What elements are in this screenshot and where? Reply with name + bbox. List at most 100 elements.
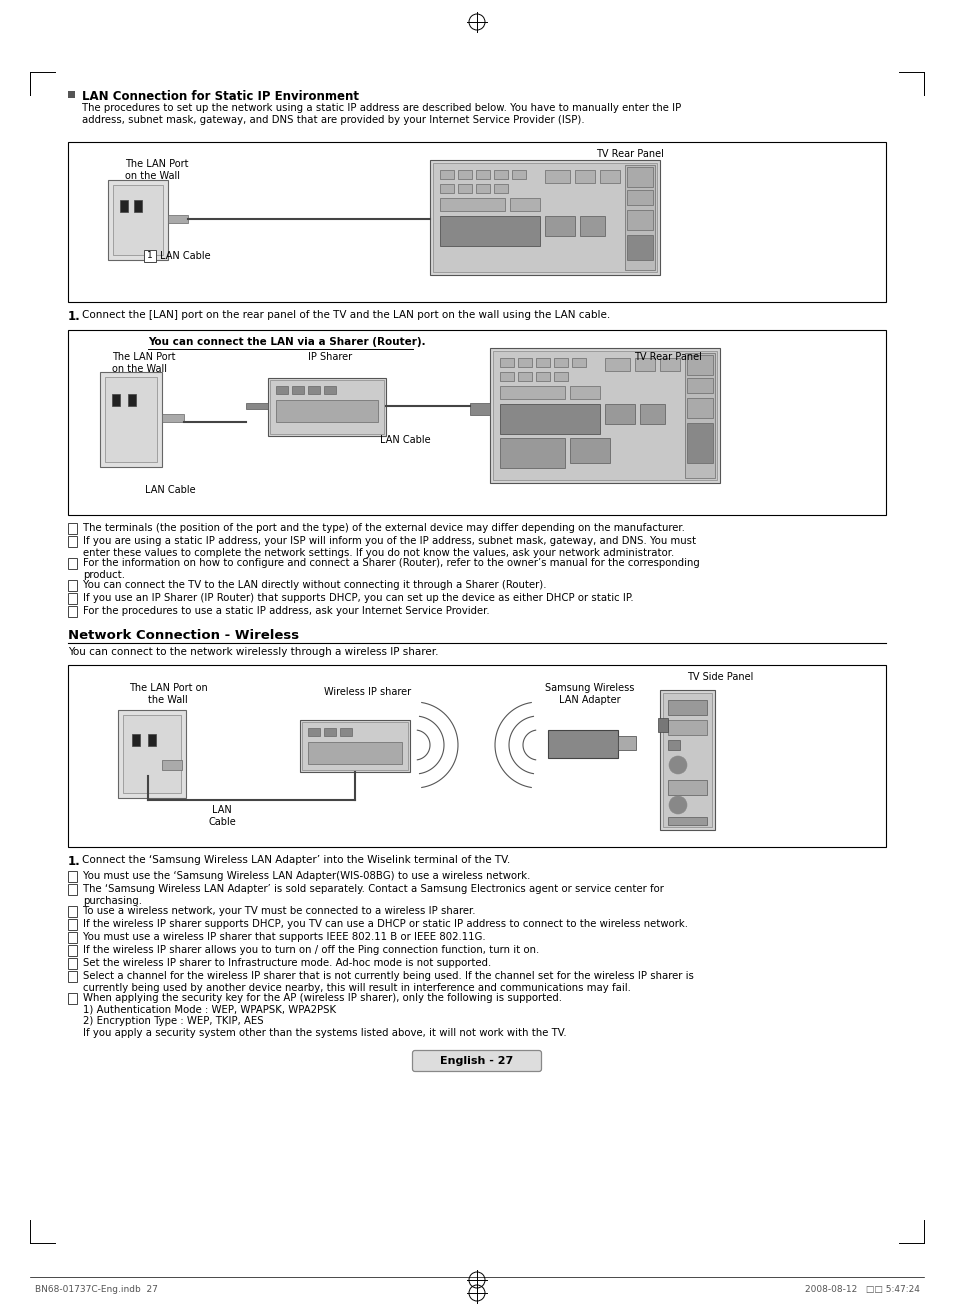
Bar [123,715,181,793]
Text: You can connect the LAN via a Sharer (Router).: You can connect the LAN via a Sharer (Ro… [148,337,425,347]
Bar [128,394,136,406]
Text: To use a wireless network, your TV must be connected to a wireless IP sharer.: To use a wireless network, your TV must … [83,906,475,917]
Bar [68,523,77,534]
Bar [476,184,490,193]
Bar [68,537,77,547]
Bar [499,438,564,468]
Text: 1: 1 [147,251,152,260]
FancyBboxPatch shape [412,1051,541,1072]
Text: The LAN Port
on the Wall: The LAN Port on the Wall [125,159,189,180]
Bar [439,184,454,193]
Bar [112,185,163,255]
Bar [476,170,490,179]
Bar [686,355,712,375]
Bar [494,170,507,179]
Text: Wireless IP sharer: Wireless IP sharer [324,686,411,697]
Bar [499,358,514,367]
Bar [659,690,714,830]
Bar [544,170,569,183]
Bar [302,722,408,771]
Text: LAN Cable: LAN Cable [160,251,211,260]
Bar [499,387,564,398]
Text: For the procedures to use a static IP address, ask your Internet Service Provide: For the procedures to use a static IP ad… [83,606,489,615]
Bar [268,377,386,437]
Bar [510,199,539,210]
Bar [68,970,77,982]
Bar [604,358,629,371]
Bar [132,734,140,746]
Bar [554,358,567,367]
Bar [626,167,652,187]
Bar [324,387,335,394]
Bar [686,423,712,463]
Bar [68,919,77,930]
Bar [626,189,652,205]
Bar [639,404,664,423]
Bar [512,170,525,179]
Text: 1.: 1. [68,855,81,868]
Bar [667,780,706,796]
Circle shape [668,796,686,814]
Bar [162,414,184,422]
Bar [270,380,384,434]
Bar [569,387,599,398]
Bar [68,142,885,302]
Bar [112,394,120,406]
Bar [133,200,142,212]
Text: You must use the ‘Samsung Wireless LAN Adapter(WIS-08BG) to use a wireless netwo: You must use the ‘Samsung Wireless LAN A… [83,871,530,881]
Bar [667,740,679,750]
Bar [684,352,714,477]
Bar [68,558,77,569]
Bar [299,721,410,772]
Circle shape [668,756,686,775]
Text: 2008-08-12   □□ 5:47:24: 2008-08-12 □□ 5:47:24 [804,1285,919,1294]
Bar [659,358,679,371]
Text: LAN Cable: LAN Cable [145,485,195,494]
Text: When applying the security key for the AP (wireless IP sharer), only the followi: When applying the security key for the A… [83,993,566,1038]
Text: LAN Connection for Static IP Environment: LAN Connection for Static IP Environment [82,89,358,103]
Text: Select a channel for the wireless IP sharer that is not currently being used. If: Select a channel for the wireless IP sha… [83,970,693,993]
Text: TV Side Panel: TV Side Panel [686,672,753,682]
Bar [439,170,454,179]
Text: Connect the ‘Samsung Wireless LAN Adapter’ into the Wiselink terminal of the TV.: Connect the ‘Samsung Wireless LAN Adapte… [82,855,510,865]
Bar [494,184,507,193]
Text: The procedures to set up the network using a static IP address are described bel: The procedures to set up the network usi… [82,103,680,125]
Bar [144,250,156,262]
Bar [120,200,128,212]
Text: If you are using a static IP address, your ISP will inform you of the IP address: If you are using a static IP address, yo… [83,537,696,558]
Bar [68,993,77,1003]
Bar [554,372,567,381]
Bar [439,216,539,246]
Bar [579,216,604,235]
Bar [490,348,720,483]
Text: LAN Cable: LAN Cable [379,435,430,444]
Text: Network Connection - Wireless: Network Connection - Wireless [68,629,299,642]
Bar [308,729,319,736]
Bar [168,214,188,224]
Bar [686,377,712,393]
Bar [604,404,635,423]
Text: TV Rear Panel: TV Rear Panel [634,352,701,362]
Bar [572,358,585,367]
Bar [324,729,335,736]
Bar [667,817,706,825]
Text: The terminals (the position of the port and the type) of the external device may: The terminals (the position of the port … [83,523,684,533]
Bar [68,606,77,617]
Bar [536,372,550,381]
Bar [517,372,532,381]
Bar [493,351,717,480]
Text: Set the wireless IP sharer to Infrastructure mode. Ad-hoc mode is not supported.: Set the wireless IP sharer to Infrastruc… [83,959,491,968]
Bar [624,164,655,270]
Bar [308,387,319,394]
Bar [457,184,472,193]
Bar [339,729,352,736]
Bar [68,959,77,969]
Bar [68,593,77,604]
Bar [635,358,655,371]
Bar [667,700,706,715]
Bar [68,580,77,590]
Bar [100,372,162,467]
Bar [575,170,595,183]
Bar [618,736,636,750]
Text: IP Sharer: IP Sharer [308,352,352,362]
